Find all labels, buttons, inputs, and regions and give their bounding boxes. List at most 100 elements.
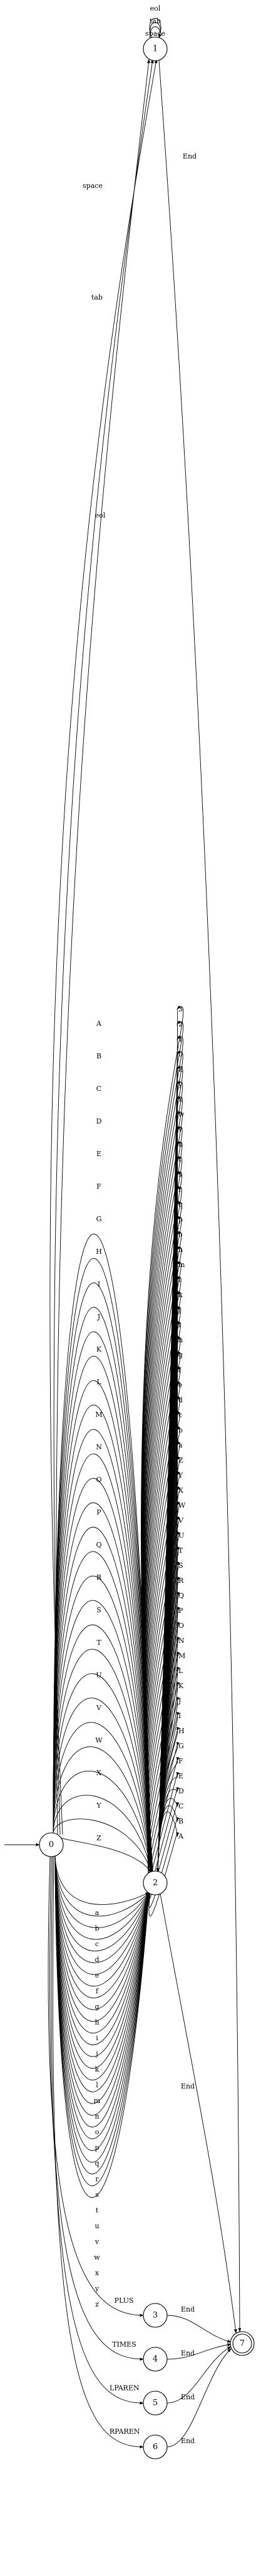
edge-label-0-2-upper: G [96,1215,102,1223]
edge-label-2-2: p [178,1216,183,1224]
edge-label-2-2: H [178,1727,185,1735]
edge-label-0-2-upper: T [96,1639,101,1647]
edge-label-0-2-lower: q [95,2159,99,2167]
state-label: 1 [153,44,158,54]
edge-0-2-upper [53,1306,153,1873]
edge-label-0-2-upper: O [96,1476,101,1484]
edge-end-6-7 [166,2348,232,2448]
edge-label-0-2-lower: m [94,2097,101,2105]
edge-label-2-2: U [178,1531,184,1540]
edge-label-2-2: E [178,1772,183,1780]
edge-0-2-upper [53,1453,153,1873]
edge-0-2-upper [53,1770,153,1873]
edge-label-2-2: W [178,1501,186,1510]
edge-0-2-lower [54,1855,150,1963]
edge-2-2-loop [156,1811,178,1872]
edge-label-2-2: o [178,1231,183,1239]
state-label: 6 [153,2443,158,2452]
edge-0-2-lower [54,1855,150,1987]
edge-0-2-upper [53,1404,153,1873]
edge-label-2-2: O [178,1622,184,1630]
edge-0-op [52,1855,144,2449]
edge-label-2-2: g [178,1351,183,1359]
edge-0-2-lower [54,1855,151,2174]
edge-0-2-upper [53,1649,153,1873]
edge-label-2-2: w [178,1110,185,1119]
edge-0-2-lower [54,1855,150,1928]
state-0: 0 [39,1832,64,1857]
edge-0-1 [53,59,154,1835]
edge-end-2-7 [160,1893,237,2334]
edge-label-0-2-lower: p [95,2144,99,2152]
edge-0-1 [56,59,150,1835]
edge-0-2-lower [54,1855,150,2033]
edge-2-2-loop [148,1802,180,1901]
edge-label-2-2: n [178,1246,183,1254]
self-loop-edge [150,22,162,38]
edge-label-0-2-upper: W [95,1736,103,1744]
edge-label-0-2-lower: l [96,2081,98,2089]
state-circle [143,1870,168,1895]
edge-label-2-2: B [178,1817,183,1825]
edge-0-2-upper [53,1429,153,1873]
edge-label-2-2: j [177,1306,180,1314]
edge-label-2-2: F [178,1757,183,1765]
edge-label-0-2-lower: v [95,2238,100,2246]
edge-label-2-2: S [178,1562,183,1570]
edge-label-0-op: PLUS [115,2297,134,2305]
edge-label-0-2-upper: I [98,1280,100,1288]
edge-label-0-2-upper: K [96,1345,102,1353]
edge-label-2-2: Z [178,1456,183,1464]
edge-0-2-lower [54,1855,150,2116]
edge-label-0-2-lower: j [95,2050,98,2058]
edge-label-2-2: c [178,1411,182,1419]
edge-label-0-2-upper: R [96,1573,102,1582]
edge-label-2-2: P [178,1607,183,1615]
edge-label-2-2: M [178,1652,185,1660]
edge-0-2-lower [54,1855,150,2151]
self-loop-edge [150,26,162,38]
edge-0-2-upper [53,1795,153,1873]
edge-label-0-1: tab [91,293,103,301]
edge-0-2-upper [53,1258,153,1873]
state-circle [143,36,168,61]
edge-label-end: End [181,2437,195,2445]
edge-0-2-lower [54,1855,150,2010]
edge-label-0-2-upper: X [96,1769,101,1777]
edge-label-0-2-upper: E [96,1150,101,1158]
edge-label-0-2-lower: u [95,2222,99,2230]
edge-0-op [49,1855,144,2361]
accepting-ring [232,2334,252,2354]
edge-label-0-2-lower: b [95,1924,99,1932]
edge-label-end: End [181,2305,195,2313]
edge-0-2-upper [53,1551,153,1873]
edge-label-2-2: 3 [178,1005,183,1013]
edge-label-0-op: TIMES [112,2340,136,2349]
edge-0-2-upper [53,1624,153,1873]
edge-label-2-2: x [178,1095,183,1103]
edge-label-0-2-lower: a [95,1909,100,1917]
edge-label-0-2-lower: t [96,2206,99,2214]
edge-0-2-lower [54,1855,150,1940]
edge-label-2-2: Q [178,1592,184,1600]
edge-label-0-2-upper: Y [96,1802,101,1810]
edge-label-0-2-upper: Q [96,1541,101,1549]
edge-label-0-2-upper: N [96,1443,102,1451]
edge-label-2-2: K [178,1682,184,1690]
state-2: 2 [143,1870,168,1895]
edge-label-2-2: r [178,1186,182,1194]
state-circle [143,2434,168,2459]
edge-label-0-2-lower: g [95,2003,99,2011]
edge-0-2-lower [54,1855,150,1998]
state-6: 6 [143,2434,168,2459]
edge-0-2-lower [54,1855,150,2057]
edge-label-2-2: Z [178,1065,183,1073]
edge-label-0-2-lower: d [95,1956,99,1964]
edge-label-2-2: R [178,1577,184,1585]
edge-label-2-2: u [178,1140,183,1149]
edge-label-0-2-upper: C [96,1085,101,1093]
edge-label-end: End [181,2082,195,2090]
edge-0-2-upper [53,1331,153,1873]
state-label: 2 [153,1879,158,1888]
